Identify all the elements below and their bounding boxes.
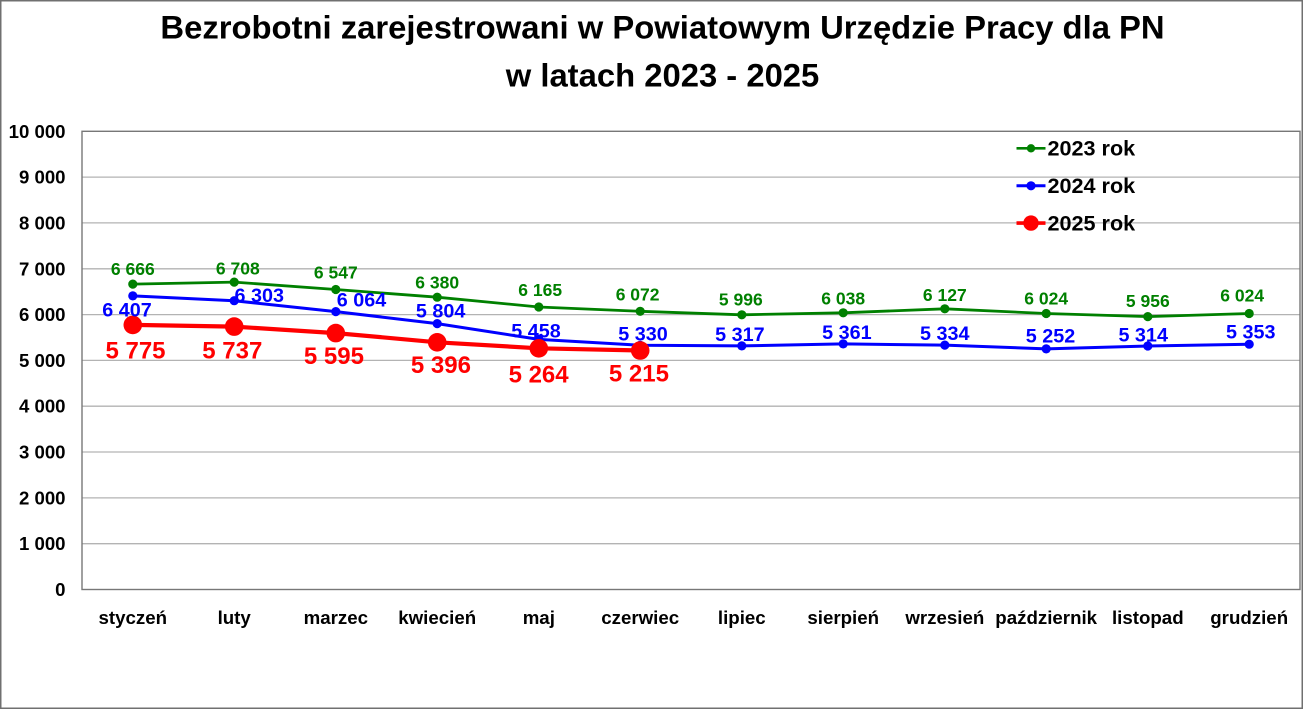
svg-text:5 804: 5 804	[416, 301, 466, 323]
svg-text:maj: maj	[523, 607, 555, 628]
svg-text:6 038: 6 038	[821, 288, 865, 308]
svg-text:6 708: 6 708	[216, 259, 260, 279]
svg-text:5 252: 5 252	[1026, 326, 1076, 348]
svg-text:marzec: marzec	[304, 607, 368, 628]
svg-text:w latach 2023 - 2025: w latach 2023 - 2025	[505, 56, 820, 93]
svg-text:6 024: 6 024	[1220, 286, 1264, 306]
svg-text:czerwiec: czerwiec	[601, 607, 679, 628]
svg-text:5 000: 5 000	[19, 350, 66, 371]
svg-text:6 072: 6 072	[616, 284, 660, 304]
svg-text:5 215: 5 215	[609, 361, 669, 388]
svg-text:10 000: 10 000	[9, 121, 66, 142]
svg-text:2 000: 2 000	[19, 487, 66, 508]
svg-text:0: 0	[55, 579, 65, 600]
svg-text:6 064: 6 064	[337, 290, 387, 312]
svg-text:grudzień: grudzień	[1210, 607, 1288, 628]
svg-text:5 330: 5 330	[618, 324, 668, 346]
svg-text:5 775: 5 775	[105, 338, 165, 365]
svg-text:Bezrobotni zarejestrowani w Po: Bezrobotni zarejestrowani w Powiatowym U…	[160, 8, 1164, 45]
svg-text:5 361: 5 361	[822, 322, 872, 344]
svg-text:5 317: 5 317	[715, 324, 765, 346]
svg-text:luty: luty	[218, 607, 252, 628]
svg-text:6 407: 6 407	[102, 299, 152, 321]
svg-text:7 000: 7 000	[19, 258, 66, 279]
svg-text:1 000: 1 000	[19, 533, 66, 554]
svg-text:5 334: 5 334	[920, 323, 970, 345]
svg-text:lipiec: lipiec	[718, 607, 766, 628]
svg-text:listopad: listopad	[1112, 607, 1184, 628]
svg-text:sierpień: sierpień	[807, 607, 879, 628]
svg-text:6 666: 6 666	[111, 259, 155, 279]
svg-text:6 547: 6 547	[314, 262, 358, 282]
svg-text:styczeń: styczeń	[99, 607, 168, 628]
svg-text:2025 rok: 2025 rok	[1048, 211, 1137, 236]
svg-text:5 353: 5 353	[1226, 321, 1276, 343]
svg-text:6 380: 6 380	[415, 273, 459, 293]
svg-text:5 264: 5 264	[509, 362, 570, 389]
svg-text:wrzesień: wrzesień	[904, 607, 984, 628]
svg-text:2024 rok: 2024 rok	[1048, 173, 1137, 198]
svg-text:5 996: 5 996	[719, 290, 763, 310]
svg-text:6 000: 6 000	[19, 304, 66, 325]
svg-text:5 396: 5 396	[411, 352, 471, 379]
svg-text:5 956: 5 956	[1126, 291, 1170, 311]
svg-text:kwiecień: kwiecień	[398, 607, 476, 628]
svg-text:5 737: 5 737	[202, 338, 262, 365]
svg-text:6 024: 6 024	[1024, 289, 1068, 309]
svg-text:2023 rok: 2023 rok	[1048, 136, 1137, 161]
svg-text:5 458: 5 458	[511, 320, 561, 342]
svg-text:3 000: 3 000	[19, 442, 66, 463]
svg-text:8 000: 8 000	[19, 212, 66, 233]
svg-text:9 000: 9 000	[19, 167, 66, 188]
svg-text:5 314: 5 314	[1118, 325, 1168, 347]
svg-text:5 595: 5 595	[304, 343, 364, 370]
svg-text:6 127: 6 127	[923, 285, 967, 305]
svg-text:6 303: 6 303	[235, 285, 285, 307]
svg-text:październik: październik	[995, 607, 1097, 628]
svg-text:4 000: 4 000	[19, 396, 66, 417]
svg-text:6 165: 6 165	[518, 280, 562, 300]
